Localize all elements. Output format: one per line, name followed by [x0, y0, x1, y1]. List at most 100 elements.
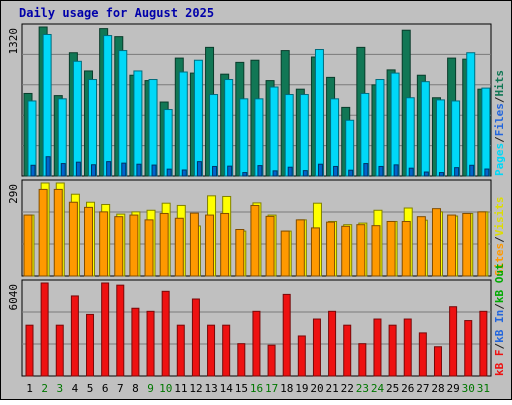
bar-files-day-15	[239, 98, 248, 176]
bar-sites-day-9	[145, 219, 154, 276]
bar-files-day-30	[466, 52, 475, 176]
bar-files-day-5	[88, 79, 97, 176]
bar-sites-day-8-outline	[129, 214, 139, 277]
bar-pages-day-1-outline	[30, 164, 36, 177]
bar-pages-day-13	[212, 166, 217, 176]
x-label-day-17: 17	[265, 382, 278, 395]
x-label-day-28: 28	[431, 382, 444, 395]
bar-files-day-17	[270, 87, 279, 176]
bar-pages-day-26	[409, 168, 414, 176]
bar-kb-f-day-3-outline	[55, 324, 64, 377]
bar-sites-day-3	[54, 189, 63, 276]
bar-pages-day-31	[484, 169, 489, 176]
bar-sites-day-4-outline	[68, 201, 78, 277]
bar-kb-f-day-30-outline	[464, 320, 473, 377]
bar-sites-day-25	[387, 221, 396, 276]
bar-files-day-20	[315, 49, 324, 177]
legend-text: Pages/Files/Hits	[493, 70, 506, 176]
bar-pages-day-10-outline	[166, 168, 172, 177]
bar-pages-day-12	[197, 161, 202, 176]
tick-middle-max: 290	[7, 184, 20, 204]
bar-sites-day-8	[129, 215, 138, 276]
bar-sites-day-24-outline	[371, 225, 381, 277]
x-label-day-16: 16	[250, 382, 263, 395]
bar-sites-day-14-outline	[220, 212, 230, 277]
bar-files-day-18	[285, 94, 294, 176]
bar-kb-f-day-29	[449, 306, 457, 376]
panel-kb-transfer	[21, 279, 492, 377]
bar-kb-f-day-3	[56, 325, 64, 376]
bar-kb-f-day-23-outline	[358, 343, 367, 377]
bar-pages-day-2-outline	[45, 156, 51, 177]
bar-kb-f-day-5-outline	[86, 313, 95, 377]
bar-kb-f-day-22-outline	[343, 324, 352, 377]
bar-kb-f-day-6-outline	[101, 282, 110, 377]
bar-sites-day-6	[99, 211, 108, 276]
bar-files-day-10	[164, 109, 173, 176]
panel-sites-visits	[21, 179, 492, 277]
bar-pages-day-11-outline	[181, 169, 187, 177]
bar-pages-day-28-outline	[438, 172, 444, 177]
bar-pages-day-23	[363, 163, 368, 176]
bar-kb-f-day-2-outline	[40, 282, 49, 377]
bar-sites-day-28	[432, 208, 441, 276]
bar-pages-day-28	[439, 172, 444, 176]
x-label-day-30: 30	[462, 382, 475, 395]
bar-kb-f-day-17	[268, 345, 276, 376]
bar-kb-f-day-18-outline	[282, 293, 291, 377]
bar-pages-day-4-outline	[75, 161, 81, 177]
legend-item: Sites	[493, 243, 506, 276]
bar-pages-day-14	[227, 166, 232, 176]
bar-sites-day-10-outline	[159, 212, 169, 277]
bar-files-day-7	[118, 50, 127, 176]
bar-kb-f-day-15-outline	[237, 343, 246, 377]
bar-files-day-21	[330, 98, 339, 176]
bar-kb-f-day-2	[41, 283, 49, 376]
bar-sites-day-24	[371, 225, 380, 276]
bar-kb-f-day-16	[252, 311, 260, 376]
bar-kb-f-day-11-outline	[176, 324, 185, 377]
bar-pages-day-4	[76, 162, 81, 176]
bar-kb-f-day-22	[343, 325, 351, 376]
bar-sites-day-20	[311, 227, 320, 276]
x-label-day-8: 8	[132, 382, 139, 395]
bar-pages-day-3-outline	[60, 163, 66, 177]
x-label-day-20: 20	[310, 382, 323, 395]
x-label-day-13: 13	[204, 382, 217, 395]
bar-sites-day-11-outline	[174, 217, 184, 277]
bar-kb-f-day-8	[131, 308, 139, 376]
bar-sites-day-19	[296, 219, 305, 276]
bar-pages-day-24-outline	[378, 165, 384, 177]
bar-pages-day-11	[182, 169, 187, 176]
bar-pages-day-3	[61, 163, 66, 176]
bar-pages-day-9-outline	[151, 164, 157, 177]
bar-kb-f-day-28-outline	[433, 346, 442, 377]
bar-files-day-14	[224, 79, 233, 176]
x-label-day-24: 24	[371, 382, 385, 395]
x-label-day-26: 26	[401, 382, 414, 395]
legend-item: /	[493, 343, 506, 350]
bar-sites-day-23-outline	[356, 224, 366, 277]
x-label-day-18: 18	[280, 382, 293, 395]
bar-files-day-2	[43, 34, 52, 176]
legend-item: /	[493, 96, 506, 103]
bar-files-day-23	[360, 93, 369, 176]
bar-kb-f-day-16-outline	[252, 310, 261, 377]
bar-kb-f-day-27	[419, 332, 427, 376]
bar-pages-day-10	[167, 169, 172, 176]
bar-sites-day-9-outline	[144, 219, 154, 277]
bar-sites-day-6-outline	[99, 211, 109, 277]
bar-sites-day-13	[205, 215, 214, 276]
legend-item: kB In	[493, 310, 506, 343]
bar-sites-day-29-outline	[447, 214, 457, 277]
bar-files-day-8	[133, 70, 142, 176]
bar-kb-f-day-14-outline	[222, 324, 231, 377]
x-label-day-4: 4	[72, 382, 79, 395]
bar-kb-f-day-25	[389, 325, 397, 376]
bar-pages-day-15	[242, 172, 247, 176]
bar-sites-day-18	[281, 231, 290, 276]
bar-pages-day-25-outline	[393, 164, 399, 177]
bar-pages-day-7	[121, 163, 126, 176]
bar-pages-day-16-outline	[257, 165, 263, 177]
